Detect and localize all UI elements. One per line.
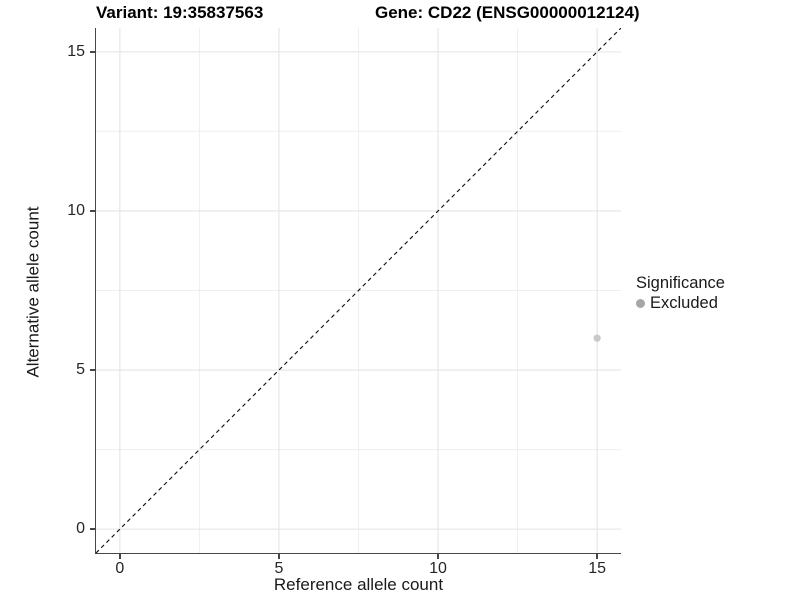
x-axis-tick-mark — [437, 554, 439, 559]
y-axis-tick-mark — [89, 51, 95, 53]
x-axis-tick-label: 5 — [274, 560, 284, 577]
plot-title-gene: Gene: CD22 (ENSG00000012124) — [375, 3, 640, 22]
legend-swatch-dot-icon — [636, 299, 645, 308]
legend-title: Significance — [636, 274, 725, 292]
legend: Significance Excluded — [636, 274, 725, 313]
x-axis-tick-mark — [119, 554, 121, 559]
y-axis-tick-mark — [89, 528, 95, 530]
legend-items: Excluded — [636, 294, 725, 313]
x-axis-tick-label: 15 — [588, 560, 607, 577]
x-axis-tick-label: 10 — [429, 560, 447, 577]
legend-item-excluded: Excluded — [636, 294, 725, 313]
y-axis-tick-label: 15 — [67, 42, 85, 60]
x-axis-tick-mark — [596, 554, 598, 559]
x-axis-tick-mark — [278, 554, 280, 559]
y-axis-tick-mark — [89, 210, 95, 212]
y-axis-title: Alternative allele count — [23, 206, 43, 378]
data-point-excluded — [593, 334, 601, 342]
x-axis-tick-label: 0 — [115, 560, 125, 577]
y-axis-tick-label: 0 — [76, 520, 85, 538]
y-axis-tick-mark — [89, 369, 95, 371]
plot-area-svg — [96, 28, 621, 553]
legend-item-label: Excluded — [650, 294, 718, 312]
plot-title-variant: Variant: 19:35837563 — [96, 3, 264, 22]
plot-panel — [95, 28, 621, 554]
x-axis-title: Reference allele count — [273, 575, 444, 594]
y-axis-tick-label: 10 — [67, 201, 85, 219]
y-axis-tick-label: 5 — [76, 361, 85, 379]
identity-reference-line — [96, 28, 621, 553]
